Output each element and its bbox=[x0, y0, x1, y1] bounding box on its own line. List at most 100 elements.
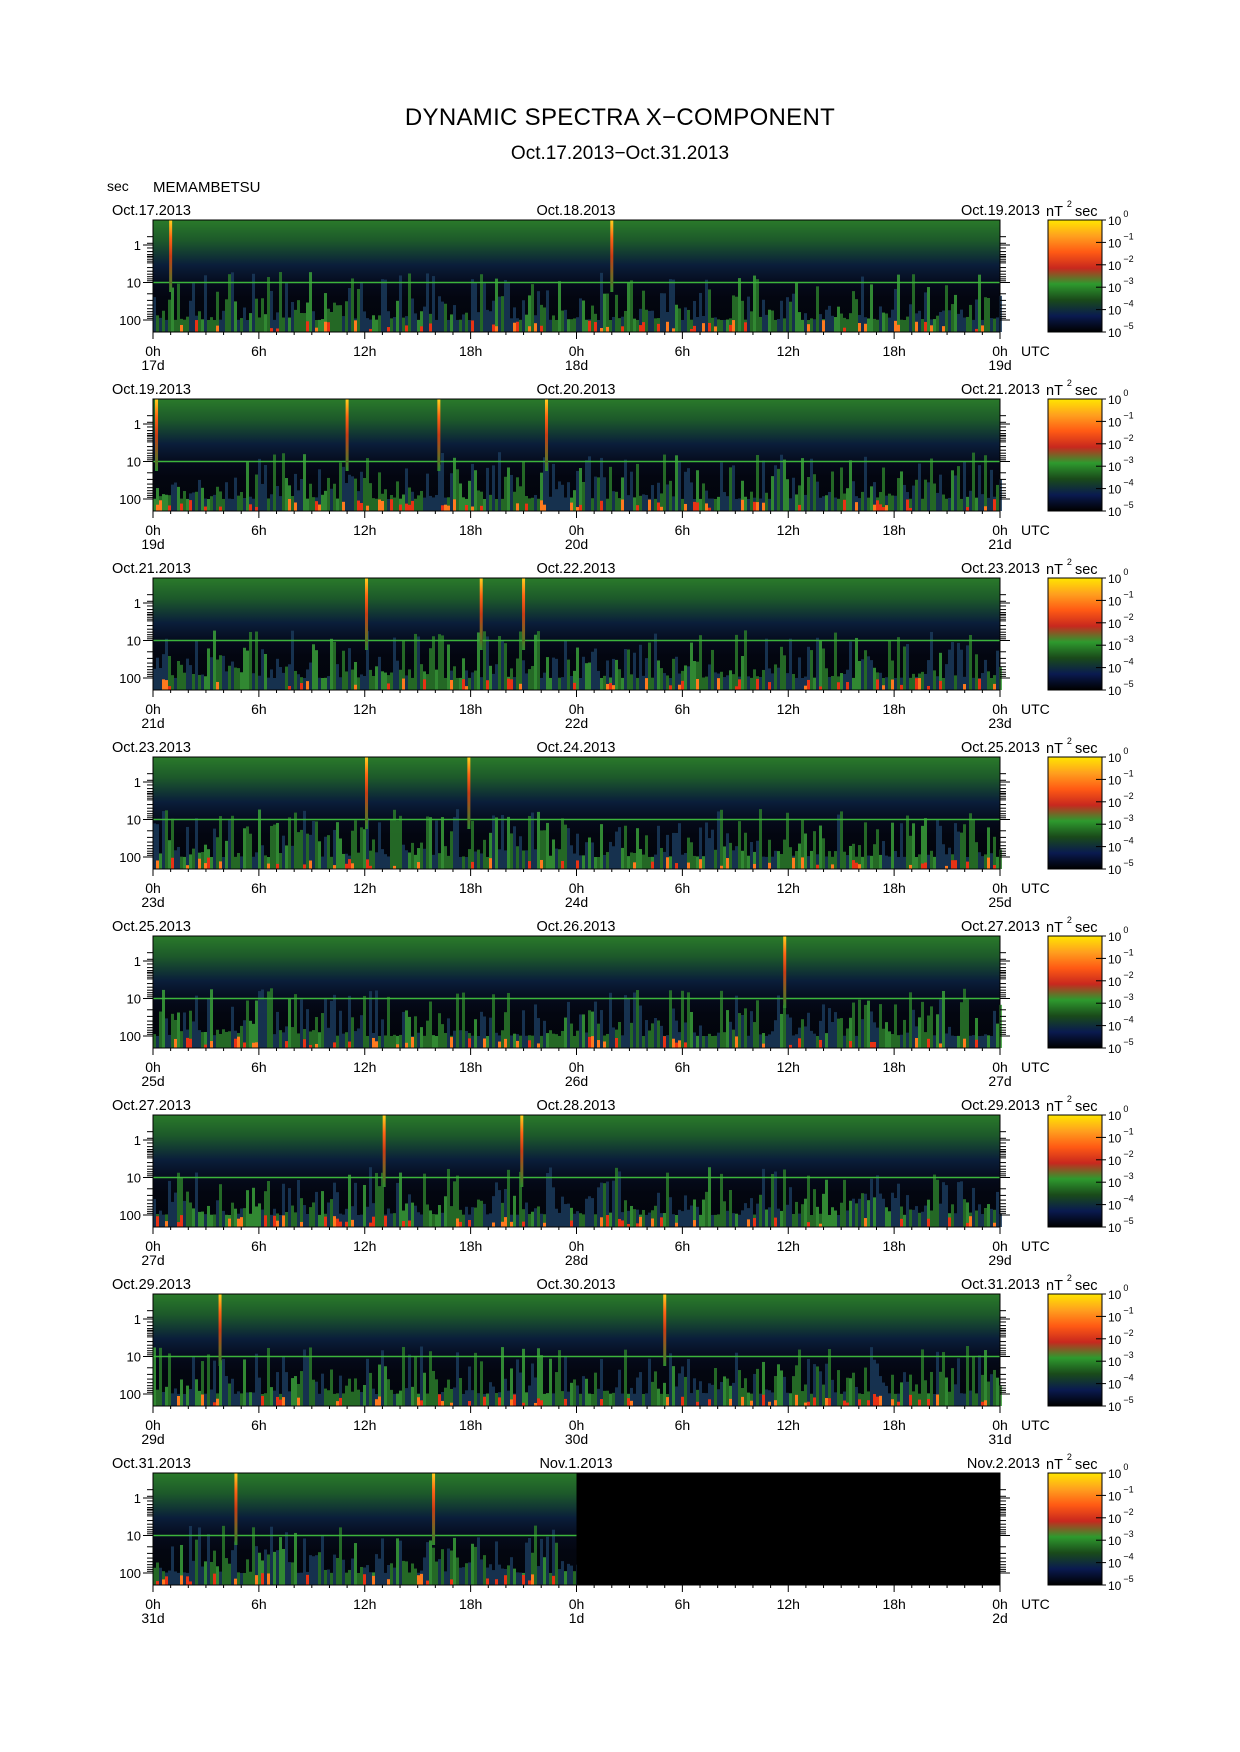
x-tick-label: 0h bbox=[569, 343, 585, 359]
pulse-spike bbox=[365, 757, 369, 829]
day-label: 25d bbox=[141, 1073, 164, 1089]
y-tick-label: 10 bbox=[127, 813, 141, 828]
y-tick-label: 100 bbox=[119, 1029, 141, 1044]
x-tick-label: 18h bbox=[882, 1596, 905, 1612]
x-tick-label: 6h bbox=[251, 1238, 267, 1254]
x-tick-label: 18h bbox=[459, 343, 482, 359]
date-label-left: Oct.17.2013 bbox=[112, 203, 191, 219]
y-tick-label: 1 bbox=[134, 1312, 141, 1327]
date-label-left: Oct.27.2013 bbox=[112, 1098, 191, 1114]
x-unit-label: UTC bbox=[1021, 1596, 1050, 1612]
colorbar-tick-label: 10 −2 bbox=[1108, 791, 1134, 810]
date-label-right: Oct.23.2013 bbox=[961, 561, 1040, 577]
colorbar-tick-label: 10 −5 bbox=[1108, 1395, 1134, 1414]
day-label: 17d bbox=[141, 357, 164, 373]
date-label-left: Oct.19.2013 bbox=[112, 382, 191, 398]
spectrum-panel: Oct.31.2013 Nov.1.2013 Nov.2.2013 nT 2 sec 1 10… bbox=[112, 1452, 1134, 1626]
day-label: 21d bbox=[141, 715, 164, 731]
colorbar-tick-label: 10 0 bbox=[1108, 388, 1128, 407]
colorbar-tick-label: 10 −1 bbox=[1108, 589, 1134, 608]
day-label: 27d bbox=[988, 1073, 1011, 1089]
pulse-spike bbox=[610, 220, 614, 292]
colorbar-tick-label: 10 −3 bbox=[1108, 276, 1134, 295]
x-tick-label: 18h bbox=[459, 701, 482, 717]
day-label: 29d bbox=[988, 1252, 1011, 1268]
colorbar-tick-label: 10 −3 bbox=[1108, 455, 1134, 474]
x-tick-label: 6h bbox=[251, 701, 267, 717]
day-label: 27d bbox=[141, 1252, 164, 1268]
pulse-spike bbox=[545, 399, 549, 471]
date-label-mid: Oct.22.2013 bbox=[537, 561, 616, 577]
day-label: 24d bbox=[565, 894, 588, 910]
day-label: 23d bbox=[141, 894, 164, 910]
day-label: 22d bbox=[565, 715, 588, 731]
date-label-right: Oct.25.2013 bbox=[961, 740, 1040, 756]
pulse-spike bbox=[345, 399, 349, 471]
colorbar bbox=[1047, 1114, 1103, 1228]
y-tick-label: 1 bbox=[134, 238, 141, 253]
colorbar-ticks bbox=[1096, 1114, 1106, 1228]
colorbar-tick-label: 10 −3 bbox=[1108, 1529, 1134, 1548]
spectrum-panel: Oct.17.2013 Oct.18.2013 Oct.19.2013 nT 2 sec 1… bbox=[112, 199, 1134, 373]
spectrogram-noise bbox=[153, 452, 1002, 511]
colorbar-tick-label: 10 −2 bbox=[1108, 1507, 1134, 1526]
colorbar-unit-label: nT 2 sec bbox=[1046, 736, 1098, 757]
x-tick-label: 0h bbox=[145, 1417, 161, 1433]
colorbar-tick-label: 10 −1 bbox=[1108, 410, 1134, 429]
spectrum-panel: Oct.29.2013 Oct.30.2013 Oct.31.2013 nT 2 sec 1… bbox=[112, 1273, 1134, 1447]
date-label-mid: Oct.20.2013 bbox=[537, 382, 616, 398]
x-axis-ticks bbox=[152, 869, 1001, 876]
day-label: 18d bbox=[565, 357, 588, 373]
colorbar-tick-label: 10 −4 bbox=[1108, 1552, 1134, 1571]
colorbar-tick-label: 10 −4 bbox=[1108, 836, 1134, 855]
day-label: 25d bbox=[988, 894, 1011, 910]
day-label: 26d bbox=[565, 1073, 588, 1089]
colorbar-tick-label: 10 −4 bbox=[1108, 657, 1134, 676]
x-tick-label: 18h bbox=[459, 1059, 482, 1075]
spectrogram-noise bbox=[153, 1167, 1002, 1227]
date-label-right: Oct.27.2013 bbox=[961, 919, 1040, 935]
colorbar-unit-label: nT 2 sec bbox=[1046, 1273, 1098, 1294]
no-data-area bbox=[576, 1473, 1000, 1585]
pulse-spike bbox=[432, 1473, 436, 1545]
x-tick-label: 12h bbox=[353, 880, 376, 896]
x-tick-label: 6h bbox=[251, 1417, 267, 1433]
x-tick-label: 12h bbox=[777, 880, 800, 896]
date-label-mid: Nov.1.2013 bbox=[539, 1456, 612, 1472]
colorbar-ticks bbox=[1096, 935, 1106, 1049]
x-tick-label: 0h bbox=[569, 1059, 585, 1075]
day-label: 31d bbox=[141, 1610, 164, 1626]
x-tick-label: 0h bbox=[992, 1059, 1008, 1075]
day-label: 19d bbox=[141, 536, 164, 552]
date-label-mid: Oct.26.2013 bbox=[537, 919, 616, 935]
colorbar-ticks bbox=[1096, 219, 1106, 333]
colorbar-tick-label: 10 0 bbox=[1108, 1104, 1128, 1123]
colorbar-tick-label: 10 −1 bbox=[1108, 1305, 1134, 1324]
date-label-right: Oct.21.2013 bbox=[961, 382, 1040, 398]
colorbar-tick-label: 10 0 bbox=[1108, 209, 1128, 228]
x-axis-ticks bbox=[152, 511, 1001, 518]
spectrogram-noise bbox=[153, 988, 1002, 1048]
x-tick-label: 0h bbox=[992, 701, 1008, 717]
y-tick-label: 10 bbox=[127, 992, 141, 1007]
y-tick-label: 10 bbox=[127, 276, 141, 291]
x-tick-label: 12h bbox=[777, 1059, 800, 1075]
colorbar-tick-label: 10 −5 bbox=[1108, 500, 1134, 519]
colorbar bbox=[1047, 935, 1103, 1049]
x-tick-label: 18h bbox=[459, 880, 482, 896]
colorbar bbox=[1047, 577, 1103, 691]
x-tick-label: 12h bbox=[777, 522, 800, 538]
y-tick-label: 1 bbox=[134, 775, 141, 790]
spectrum-panel: Oct.23.2013 Oct.24.2013 Oct.25.2013 nT 2 sec 1… bbox=[112, 736, 1134, 910]
colorbar-tick-label: 10 −1 bbox=[1108, 768, 1134, 787]
colorbar-tick-label: 10 −1 bbox=[1108, 231, 1134, 250]
spectrogram-noise bbox=[153, 1525, 579, 1585]
colorbar-tick-label: 10 −4 bbox=[1108, 1373, 1134, 1392]
y-tick-label: 100 bbox=[119, 313, 141, 328]
date-label-left: Oct.31.2013 bbox=[112, 1456, 191, 1472]
date-label-right: Oct.31.2013 bbox=[961, 1277, 1040, 1293]
y-tick-label: 100 bbox=[119, 1566, 141, 1581]
x-tick-label: 0h bbox=[145, 1238, 161, 1254]
y-tick-label: 1 bbox=[134, 1133, 141, 1148]
